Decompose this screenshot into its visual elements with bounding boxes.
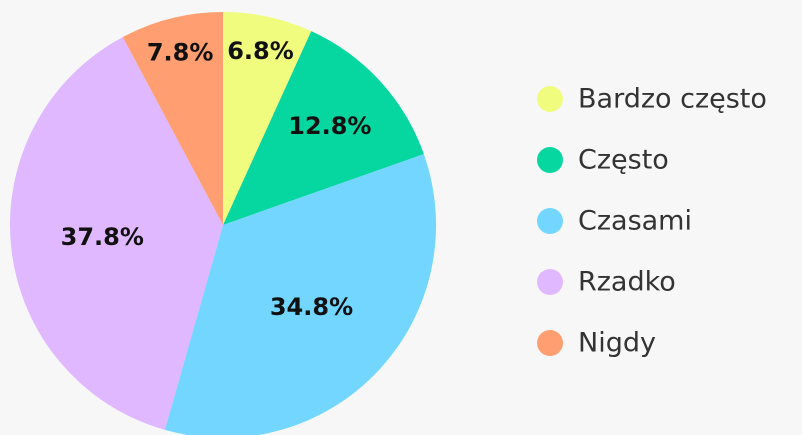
legend-swatch — [537, 147, 563, 173]
slice-label: 6.8% — [227, 37, 294, 65]
legend-label: Czasami — [578, 206, 692, 237]
legend: Bardzo często Często Czasami Rzadko Nigdy — [537, 84, 767, 359]
pie-slice — [223, 31, 424, 225]
pie: 6.8% 12.8% 34.8% 37.8% 7.8% — [9, 12, 436, 435]
legend-label: Nigdy — [578, 328, 656, 359]
pie-slice — [9, 37, 224, 430]
slice-label: 37.8% — [61, 223, 144, 251]
legend-label: Bardzo często — [578, 84, 767, 115]
legend-label: Rzadko — [578, 267, 676, 298]
legend-swatch — [537, 330, 563, 356]
pie-slice — [223, 12, 312, 225]
slice-label: 7.8% — [147, 38, 214, 66]
pie-slice — [122, 12, 223, 225]
slice-label: 12.8% — [288, 112, 371, 140]
legend-swatch — [537, 86, 563, 112]
slice-label: 34.8% — [270, 293, 353, 321]
legend-swatch — [537, 269, 563, 295]
legend-label: Często — [578, 145, 669, 176]
legend-swatch — [537, 208, 563, 234]
pie-slice — [164, 154, 436, 435]
